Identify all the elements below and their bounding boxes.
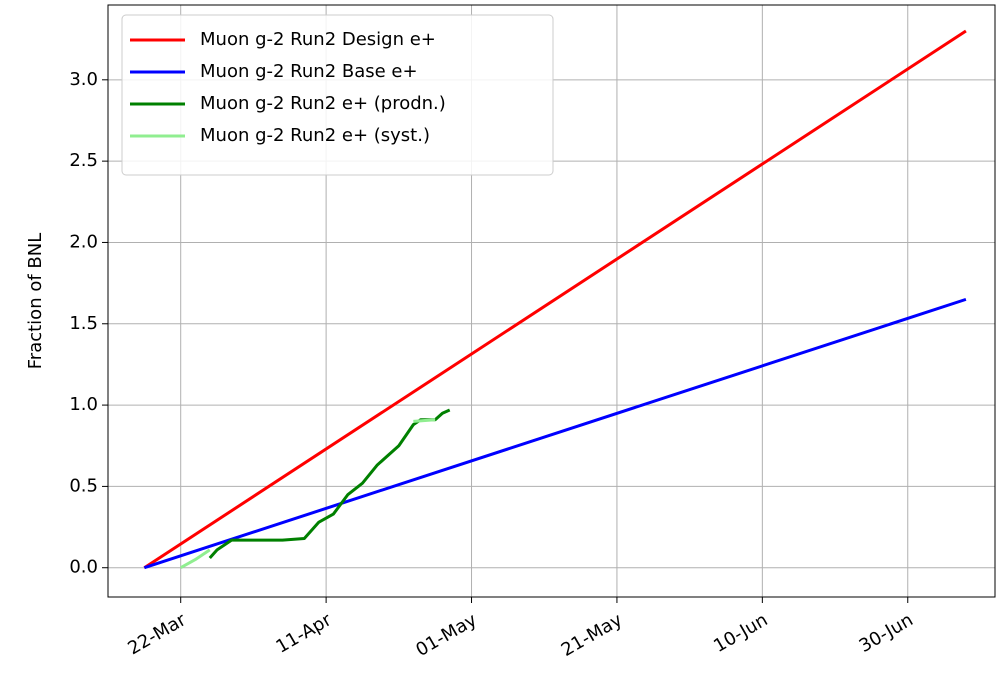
legend-label: Muon g-2 Run2 Design e+ bbox=[200, 29, 436, 50]
legend-box bbox=[121, 14, 554, 176]
y-tick-label: 1.5 bbox=[69, 313, 98, 334]
legend-label: Muon g-2 Run2 e+ (syst.) bbox=[200, 125, 430, 146]
legend-label: Muon g-2 Run2 Base e+ bbox=[200, 61, 418, 82]
series-line bbox=[179, 418, 436, 570]
y-tick-label: 1.0 bbox=[69, 394, 98, 415]
x-tick-label: 22-Mar bbox=[124, 609, 190, 659]
plot-frame bbox=[107, 4, 996, 598]
series-line bbox=[143, 29, 967, 569]
x-tick-label: 21-May bbox=[558, 609, 626, 661]
legend: Muon g-2 Run2 Design e+ Muon g-2 Run2 Bas… bbox=[121, 14, 554, 176]
x-tick-label: 30-Jun bbox=[856, 609, 917, 656]
y-tick-label: 0.0 bbox=[69, 557, 98, 578]
x-tick-label: 10-Jun bbox=[710, 609, 771, 656]
y-tick-label: 3.0 bbox=[69, 69, 98, 90]
y-tick-label: 2.5 bbox=[69, 150, 98, 171]
y-tick-label: 2.0 bbox=[69, 231, 98, 252]
y-tick-label: 0.5 bbox=[69, 475, 98, 496]
series-line bbox=[143, 297, 967, 570]
y-axis-label: Fraction of BNL bbox=[25, 233, 46, 370]
x-tick-label: 01-May bbox=[412, 609, 480, 661]
x-tick-label: 11-Apr bbox=[273, 609, 336, 658]
legend-label: Muon g-2 Run2 e+ (prodn.) bbox=[200, 93, 446, 114]
